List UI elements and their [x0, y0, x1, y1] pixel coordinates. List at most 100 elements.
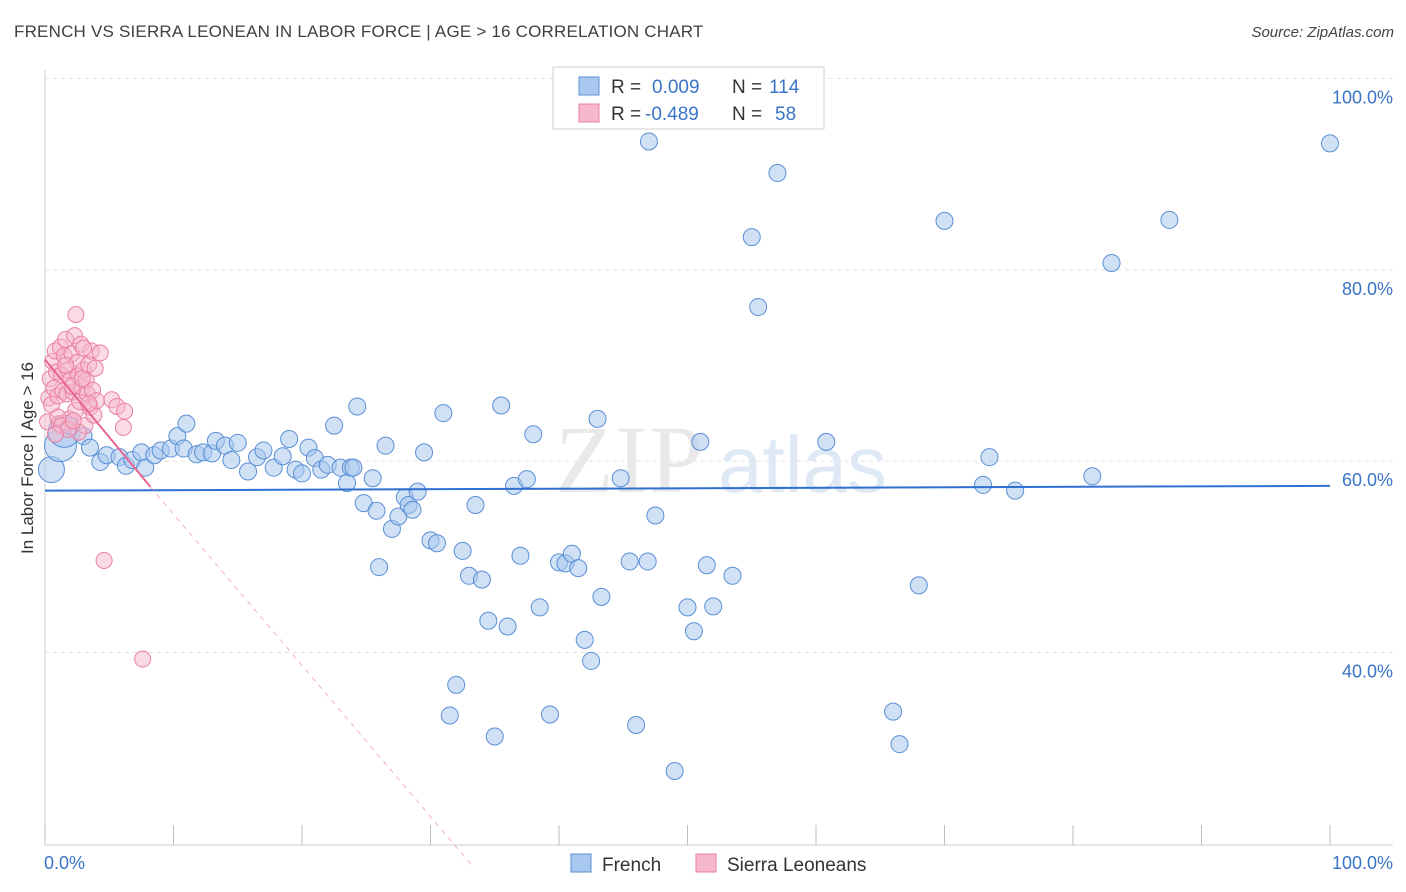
sierra-leonean-point	[64, 412, 82, 430]
x-tick-labels: 0.0% 100.0%	[44, 853, 1393, 873]
french-point	[376, 436, 395, 455]
french-point	[485, 727, 504, 746]
sierra-leonean-points	[39, 306, 152, 668]
french-point	[427, 534, 446, 553]
bottom-legend-swatch-sierra	[695, 853, 717, 873]
french-point	[517, 470, 536, 489]
french-point	[492, 396, 511, 415]
sierra-leonean-point	[46, 425, 64, 443]
french-point	[684, 622, 703, 641]
french-point	[575, 630, 594, 649]
french-point	[524, 425, 543, 444]
french-point	[691, 432, 710, 451]
watermark-atlas: atlas	[718, 420, 887, 509]
sierra-leonean-point	[80, 395, 98, 413]
french-point	[974, 475, 993, 494]
series-legend: French Sierra Leoneans	[570, 853, 866, 876]
french-point	[273, 447, 292, 466]
french-point	[466, 495, 485, 514]
french-trend-line	[44, 484, 1331, 492]
french-point	[582, 651, 601, 670]
french-point	[678, 598, 697, 617]
french-points	[37, 132, 1339, 780]
french-point	[530, 598, 549, 617]
french-point	[909, 576, 928, 595]
french-point	[569, 559, 588, 578]
french-point	[228, 433, 247, 452]
x-tick-label-0: 0.0%	[44, 853, 85, 873]
french-point	[697, 556, 716, 575]
chart-title: FRENCH VS SIERRA LEONEAN IN LABOR FORCE …	[14, 22, 704, 41]
french-point	[890, 735, 909, 754]
legend-n-value-french: 114	[769, 77, 800, 98]
watermark-zip: ZIP	[555, 406, 705, 513]
y-tick-label-1: 80.0%	[1342, 279, 1393, 299]
french-point	[935, 211, 954, 230]
french-point	[344, 458, 363, 477]
sierra-leonean-point	[114, 419, 132, 437]
legend-r-value-french: 0.009	[652, 77, 700, 98]
french-point	[665, 761, 684, 780]
french-point	[592, 587, 611, 606]
legend-r-value-sierra: -0.489	[645, 104, 699, 125]
axes	[44, 70, 1393, 846]
french-point	[472, 570, 491, 589]
sierra-trend-extension	[149, 486, 474, 867]
french-point	[646, 506, 665, 525]
french-point	[723, 566, 742, 585]
legend-n-label-french: N =	[732, 77, 762, 98]
french-point	[511, 546, 530, 565]
legend-swatch-french	[578, 76, 600, 96]
french-point	[177, 414, 196, 433]
y-tick-label-2: 60.0%	[1342, 470, 1393, 490]
bottom-legend-french: French	[602, 855, 661, 876]
french-point	[1006, 481, 1025, 500]
french-point	[498, 617, 517, 636]
french-point	[434, 404, 453, 423]
french-point	[742, 228, 761, 247]
legend-n-value-sierra: 58	[775, 104, 796, 125]
french-point	[704, 597, 723, 616]
sierra-leonean-point	[91, 344, 109, 362]
french-point	[415, 443, 434, 462]
bottom-legend-sierra: Sierra Leoneans	[727, 855, 866, 876]
sierra-trend-line	[44, 358, 152, 488]
french-point	[80, 438, 99, 457]
french-point	[403, 500, 422, 519]
legend-r-label-sierra: R =	[611, 104, 641, 125]
french-point	[325, 416, 344, 435]
y-axis-title: In Labor Force | Age > 16	[18, 362, 37, 554]
grid-lines	[45, 78, 1393, 653]
french-point	[884, 702, 903, 721]
french-point	[639, 132, 658, 151]
bottom-legend-swatch-french	[570, 853, 592, 873]
y-tick-label-3: 40.0%	[1342, 662, 1393, 682]
sierra-leonean-point	[67, 306, 85, 324]
sierra-leonean-point	[86, 359, 104, 377]
sierra-leonean-point	[57, 356, 75, 374]
french-point	[440, 706, 459, 725]
french-point	[370, 558, 389, 577]
french-point	[136, 458, 155, 477]
french-point	[588, 409, 607, 428]
french-point	[447, 675, 466, 694]
legend-n-label-sierra: N =	[732, 104, 762, 125]
french-point	[611, 469, 630, 488]
french-point	[479, 611, 498, 630]
french-point	[363, 469, 382, 488]
french-point	[1083, 467, 1102, 486]
french-point	[541, 705, 560, 724]
french-point	[280, 429, 299, 448]
sierra-leonean-point	[75, 339, 93, 357]
french-point	[1160, 210, 1179, 229]
sierra-leonean-point	[134, 650, 152, 668]
sierra-leonean-point	[73, 370, 91, 388]
source-credit: Source: ZipAtlas.com	[1251, 24, 1394, 41]
french-point	[638, 552, 657, 571]
french-point	[348, 397, 367, 416]
french-point	[1321, 134, 1339, 153]
correlation-legend: R = 0.009 N = 114 R = -0.489 N = 58	[552, 66, 825, 130]
french-point	[817, 432, 836, 451]
french-point	[293, 464, 311, 483]
